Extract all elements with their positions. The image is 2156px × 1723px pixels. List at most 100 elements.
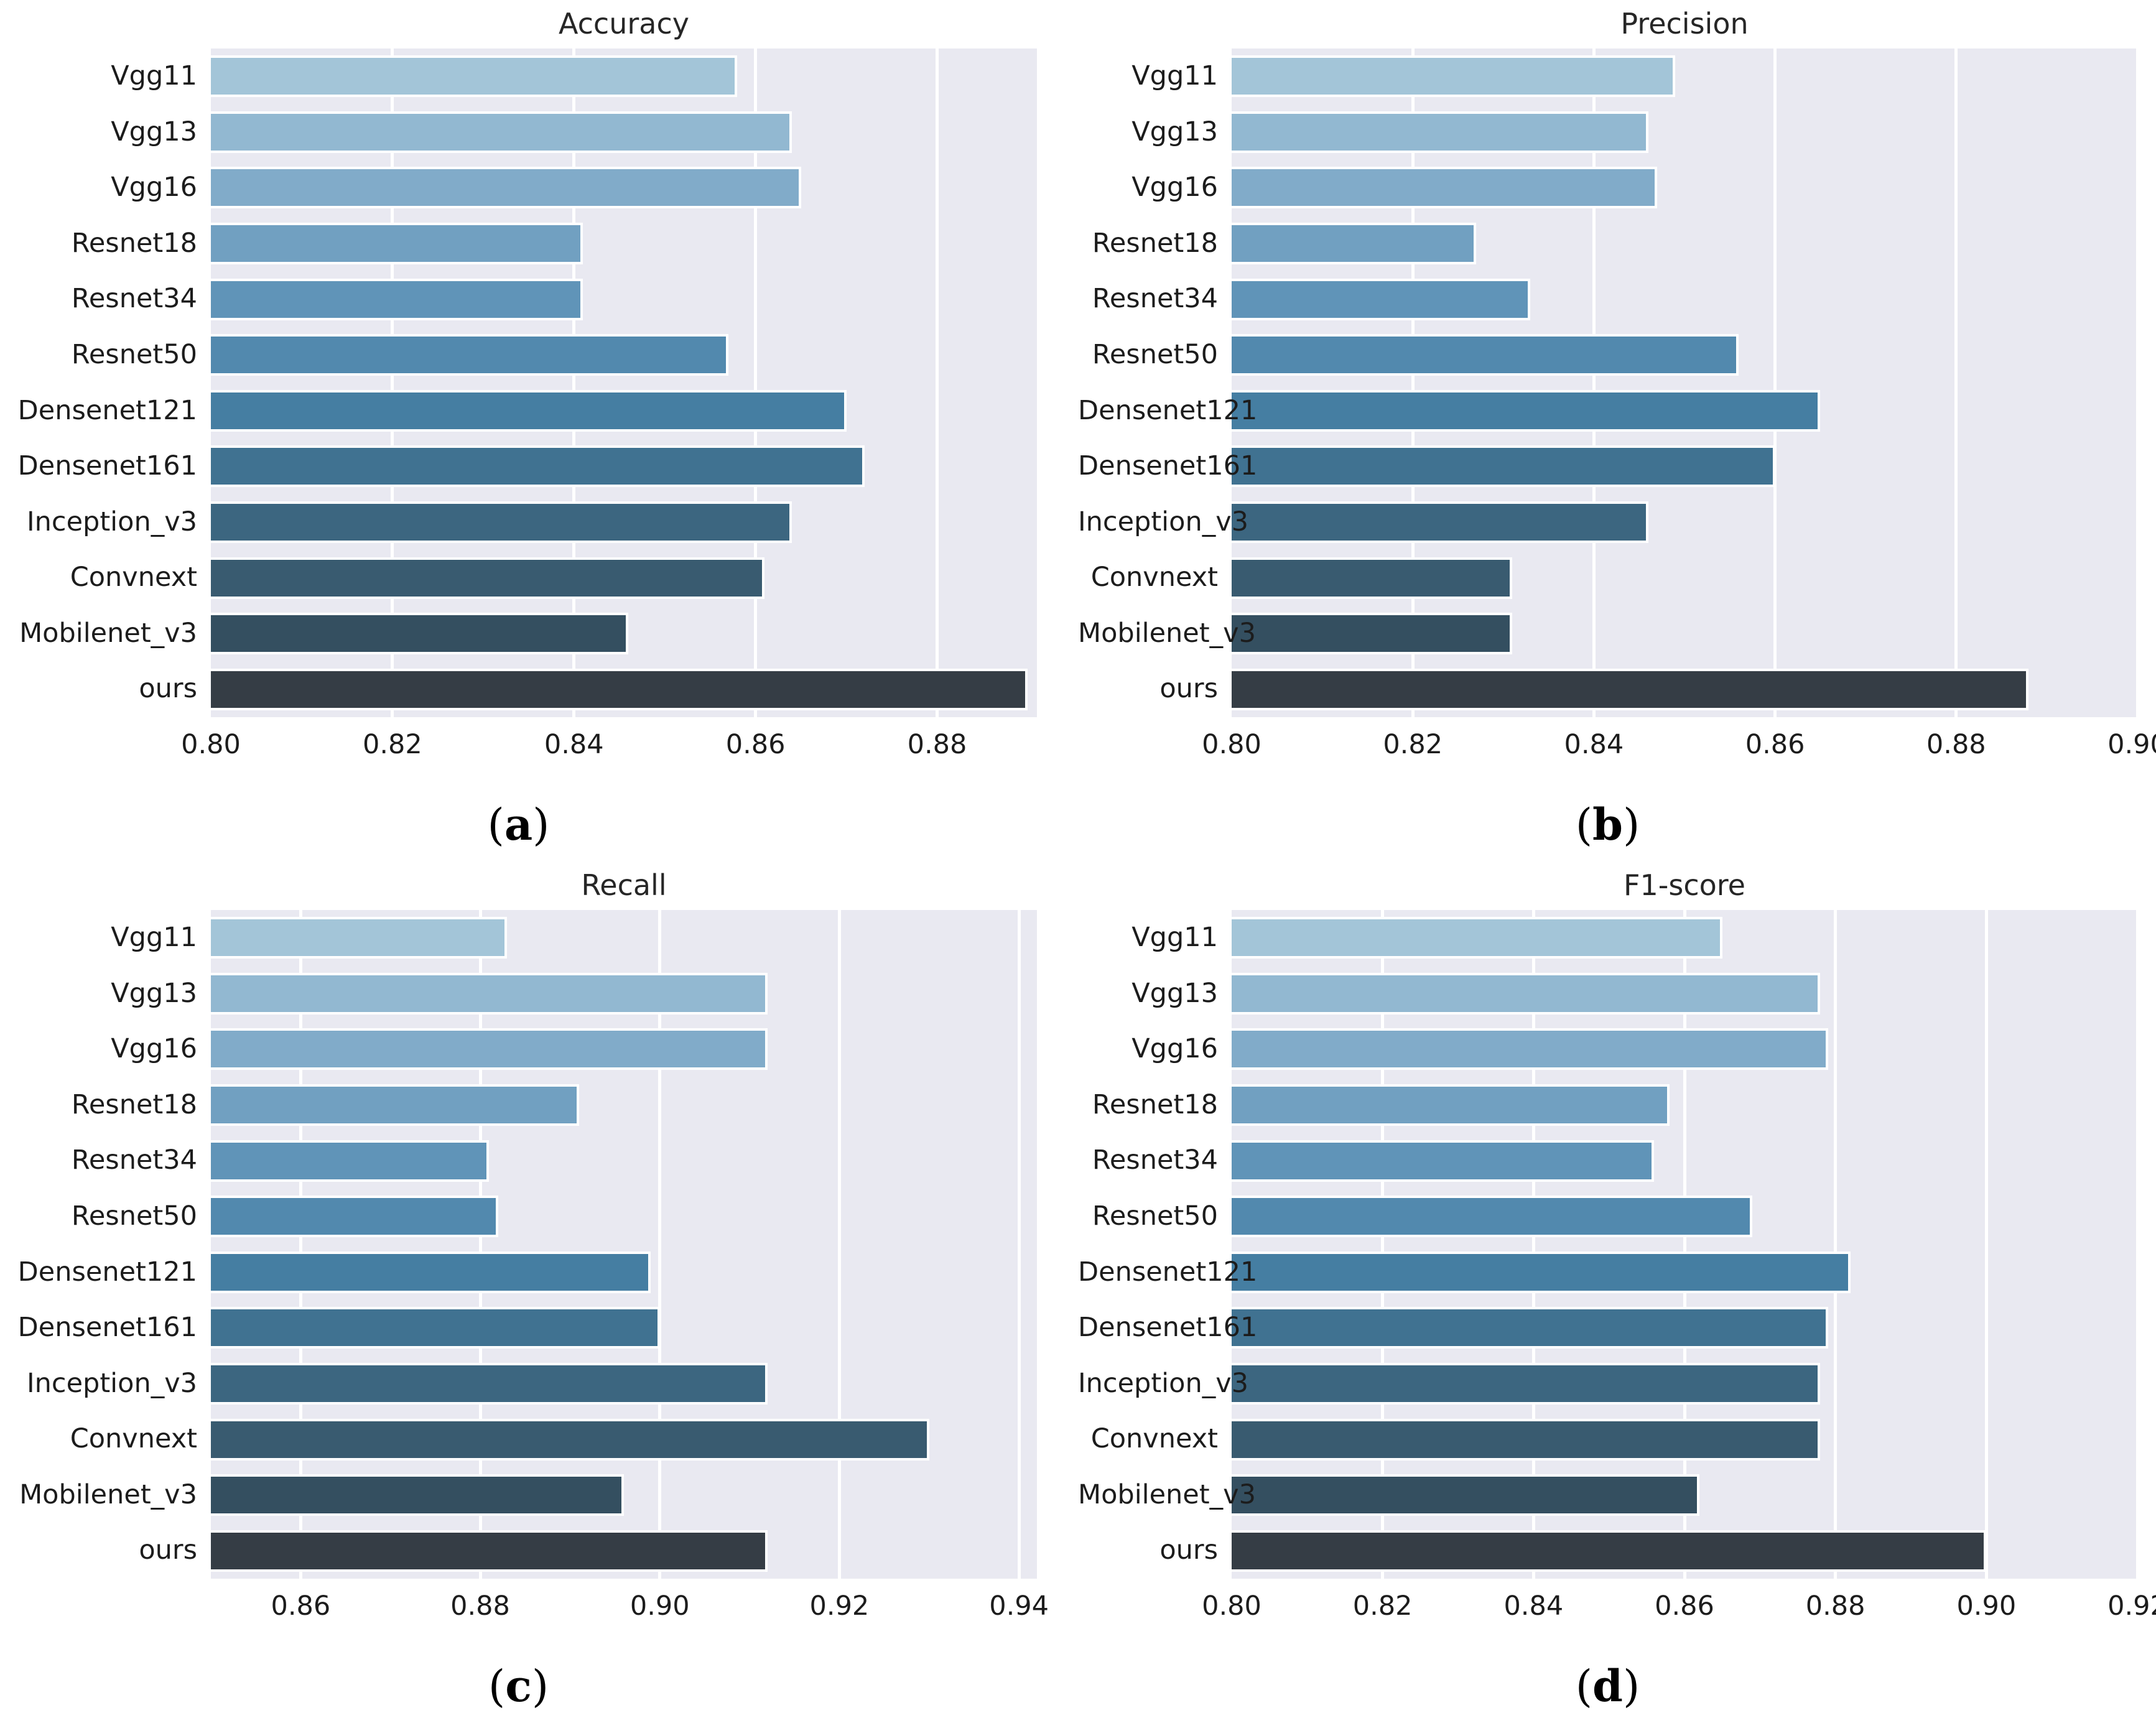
- x-tick-label: 0.88: [450, 1591, 510, 1622]
- y-tick-label-ours: ours: [1159, 1535, 1218, 1566]
- y-tick-label-densenet121: Densenet121: [17, 394, 197, 426]
- subfigure-c: Recall Vgg11 Vgg13 Vgg16 Resnet18 Resnet34 Res…: [0, 861, 1078, 1723]
- y-tick-label-densenet161: Densenet161: [1078, 450, 1258, 482]
- gridline: [935, 49, 939, 717]
- y-tick-label-resnet34: Resnet34: [1092, 283, 1218, 315]
- gridline: [391, 49, 394, 717]
- bar-ours: [211, 1530, 768, 1572]
- subfig-caption-c: (c): [0, 1660, 1037, 1712]
- bar-vgg11: [1232, 55, 1676, 98]
- bar-densenet161: [1232, 1307, 1828, 1349]
- gridline: [299, 910, 302, 1579]
- bar-convnext: [211, 557, 765, 599]
- bar-mobilenet-v3: [1232, 1474, 1700, 1516]
- x-tick-label: 0.84: [544, 729, 604, 760]
- bar-resnet50: [211, 334, 728, 376]
- chart-title-a: Accuracy: [558, 7, 689, 40]
- caption-paren: ): [1622, 1661, 1640, 1712]
- caption-letter: c: [505, 1660, 532, 1712]
- y-tick-label-convnext: Convnext: [70, 562, 197, 593]
- bar-inception-v3: [1232, 501, 1648, 543]
- y-tick-label-convnext: Convnext: [1090, 1423, 1218, 1455]
- gridline: [1381, 910, 1385, 1579]
- caption-letter: a: [504, 799, 533, 850]
- bar-ours: [1232, 1530, 1987, 1572]
- x-tick-label: 0.88: [907, 729, 967, 760]
- y-tick-label-resnet34: Resnet34: [71, 283, 197, 315]
- x-tick-label: 0.84: [1503, 1591, 1564, 1622]
- caption-paren: ): [531, 1661, 549, 1712]
- bar-vgg11: [211, 55, 738, 98]
- bar-resnet50: [1232, 1196, 1753, 1238]
- y-tick-label-densenet121: Densenet121: [1078, 1256, 1258, 1288]
- chart-title-b: Precision: [1620, 7, 1749, 40]
- bar-inception-v3: [211, 1362, 768, 1405]
- bar-vgg16: [211, 167, 801, 209]
- bar-resnet18: [1232, 223, 1477, 265]
- y-tick-label-vgg11: Vgg11: [111, 60, 197, 91]
- plot-area-b: [1232, 49, 2137, 717]
- y-tick-label-ours: ours: [1159, 673, 1218, 705]
- bar-mobilenet-v3: [211, 613, 629, 655]
- x-tick-label: 0.88: [1805, 1591, 1866, 1622]
- bar-densenet161: [211, 445, 865, 488]
- gridline: [754, 49, 758, 717]
- bar-densenet121: [211, 1251, 651, 1293]
- plot-area-d: [1232, 910, 2137, 1579]
- bar-densenet121: [211, 389, 847, 432]
- bar-mobilenet-v3: [1232, 613, 1513, 655]
- x-tick-label: 0.92: [2107, 1591, 2156, 1622]
- y-tick-label-mobilenet-v3: Mobilenet_v3: [19, 617, 197, 649]
- y-tick-label-resnet50: Resnet50: [1092, 338, 1218, 370]
- x-tick-label: 0.86: [1655, 1591, 1714, 1622]
- gridline: [1683, 910, 1686, 1579]
- bar-resnet18: [211, 223, 583, 265]
- gridline: [478, 910, 482, 1579]
- y-tick-label-resnet18: Resnet18: [71, 227, 197, 259]
- plot-area-c: [211, 910, 1037, 1579]
- x-tick-label: 0.94: [989, 1591, 1049, 1622]
- bar-resnet34: [1232, 1140, 1655, 1182]
- x-tick-label: 0.92: [809, 1591, 870, 1622]
- x-tick-label: 0.90: [1956, 1591, 2017, 1622]
- gridline: [1017, 910, 1021, 1579]
- y-tick-label-ours: ours: [139, 673, 197, 705]
- y-tick-label-convnext: Convnext: [70, 1423, 197, 1455]
- subfig-caption-b: (b): [1078, 799, 2137, 850]
- y-tick-label-vgg11: Vgg11: [111, 922, 197, 953]
- bar-densenet161: [211, 1307, 660, 1349]
- bar-ours: [1232, 668, 2029, 710]
- gridline: [1531, 910, 1535, 1579]
- y-tick-label-mobilenet-v3: Mobilenet_v3: [1078, 1479, 1256, 1510]
- gridline: [1592, 49, 1596, 717]
- bar-resnet34: [211, 1140, 490, 1182]
- gridline: [658, 910, 662, 1579]
- gridline: [2135, 910, 2137, 1579]
- x-tick-label: 0.82: [1352, 1591, 1413, 1622]
- caption-paren: (: [1575, 1661, 1593, 1712]
- x-tick-label: 0.80: [1202, 1591, 1262, 1622]
- x-tick-label: 0.86: [725, 729, 786, 760]
- gridline: [1773, 49, 1777, 717]
- y-tick-label-mobilenet-v3: Mobilenet_v3: [19, 1479, 197, 1510]
- x-tick-label: 0.80: [1202, 729, 1262, 760]
- gridline: [1984, 910, 1988, 1579]
- y-tick-label-resnet50: Resnet50: [71, 338, 197, 370]
- x-tick-label: 0.86: [1745, 729, 1805, 760]
- bar-densenet121: [1232, 1251, 1851, 1293]
- caption-letter: b: [1592, 799, 1623, 850]
- caption-letter: d: [1592, 1660, 1623, 1712]
- bar-convnext: [1232, 1418, 1821, 1461]
- y-tick-label-inception-v3: Inception_v3: [27, 506, 197, 537]
- gridline: [1954, 49, 1958, 717]
- bar-inception-v3: [1232, 1362, 1821, 1405]
- y-tick-label-inception-v3: Inception_v3: [27, 1367, 197, 1399]
- x-tick-label: 0.82: [1383, 729, 1443, 760]
- subfigure-b: Precision Vgg11 Vgg13 Vgg16 Resnet18 Resnet34…: [1078, 0, 2156, 861]
- y-tick-label-mobilenet-v3: Mobilenet_v3: [1078, 617, 1256, 649]
- plot-area-a: [211, 49, 1037, 717]
- subfigure-d: F1-score Vgg11 Vgg13 Vgg16 Resnet18 Resnet34 R…: [1078, 861, 2156, 1723]
- chart-title-c: Recall: [581, 868, 667, 902]
- x-tick-label: 0.86: [271, 1591, 331, 1622]
